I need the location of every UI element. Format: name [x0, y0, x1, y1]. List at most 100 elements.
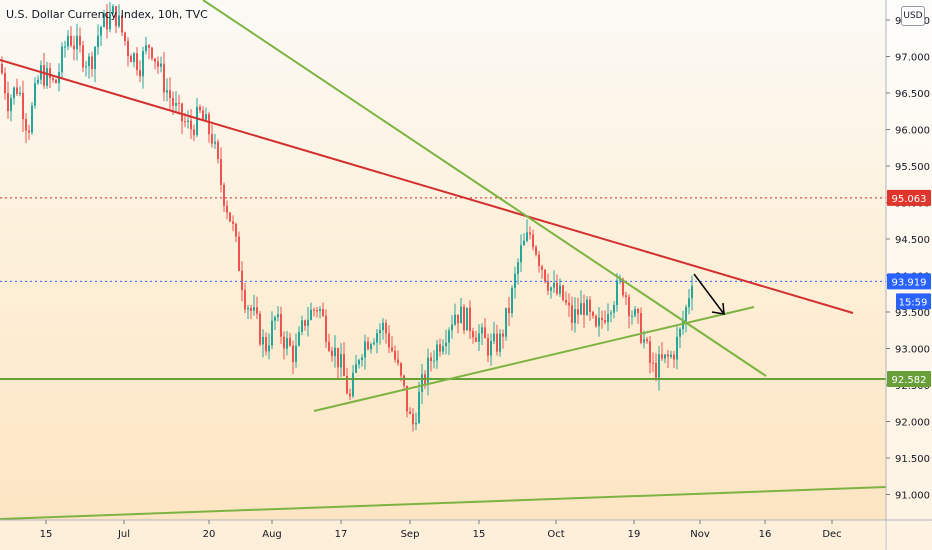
red-resistance-line: [0, 59, 854, 314]
candle-body: [175, 103, 177, 106]
candle-body: [4, 73, 6, 94]
candle-body: [412, 413, 414, 425]
countdown-label: 15:59: [899, 297, 928, 308]
candle-body: [655, 362, 657, 378]
candle-body: [229, 212, 231, 222]
candle-body: [484, 327, 486, 339]
candle-body: [214, 141, 216, 144]
y-tick-label: 96.000: [895, 126, 930, 137]
candle-body: [469, 307, 471, 332]
candle-body: [496, 333, 498, 352]
candle-body: [262, 336, 264, 345]
candle-body: [298, 331, 300, 346]
candle-body: [259, 313, 261, 345]
candle-body: [502, 333, 504, 337]
x-tick-label: 15: [40, 529, 53, 540]
candle-body: [220, 159, 222, 185]
time-axis[interactable]: 15 Jul 20 Aug 17 Sep 15 Oct 19 Nov 16 Dec: [0, 519, 932, 550]
candle-body: [370, 344, 372, 350]
y-tick-label: 92.000: [895, 418, 930, 429]
candle-body: [283, 336, 285, 349]
candle-body: [349, 393, 351, 397]
trend-lines: [0, 0, 887, 520]
candle-body: [271, 320, 273, 346]
candle-body: [151, 47, 153, 59]
candle-body: [34, 83, 36, 106]
candle-body: [241, 270, 243, 291]
candle-body: [595, 315, 597, 327]
candle-body: [577, 309, 579, 315]
candle-body: [277, 314, 279, 318]
candle-body: [199, 106, 201, 111]
candle-body: [517, 262, 519, 274]
candle-body: [421, 374, 423, 392]
candle-body: [565, 300, 567, 303]
candle-body: [388, 333, 390, 348]
candle-body: [406, 385, 408, 412]
candle-body: [208, 114, 210, 135]
price-tag: [887, 189, 931, 206]
candle-body: [13, 87, 15, 99]
candle-body: [334, 347, 336, 357]
candle-body: [256, 307, 258, 314]
candle-body: [31, 105, 33, 133]
candle-body: [247, 307, 249, 310]
x-tick-label: Jul: [117, 529, 130, 540]
candle-body: [562, 285, 564, 301]
y-tick-label: 93.500: [895, 308, 930, 319]
candle-body: [235, 223, 237, 237]
green-long-support-line: [0, 486, 887, 520]
candle-body: [433, 360, 435, 362]
candle-body: [661, 354, 663, 359]
candle-body: [460, 306, 462, 324]
candle-body: [265, 336, 267, 352]
candle-body: [664, 354, 666, 359]
x-tick-label: 20: [203, 529, 216, 540]
candle-body: [52, 78, 54, 80]
candle-body: [205, 114, 207, 120]
green-ascending-line: [313, 306, 755, 412]
time-axis-bg: [0, 520, 886, 550]
candle-body: [139, 70, 141, 77]
candle-body: [307, 319, 309, 326]
candle-body: [289, 337, 291, 346]
candle-body: [418, 391, 420, 423]
candles: [1, 2, 693, 432]
candle-body: [49, 68, 51, 79]
candle-body: [547, 281, 549, 291]
candle-body: [22, 92, 24, 120]
candle-body: [127, 41, 129, 57]
candle-body: [436, 344, 438, 361]
candle-body: [121, 15, 123, 33]
candle-body: [232, 221, 234, 224]
candle-body: [568, 302, 570, 306]
candle-body: [379, 330, 381, 334]
candle-body: [274, 317, 276, 321]
candle-body: [451, 324, 453, 331]
price-tags: 95.063 93.919 92.582 15:59: [887, 189, 931, 388]
candle-body: [472, 331, 474, 338]
candle-body: [130, 56, 132, 63]
candle-body: [391, 347, 393, 351]
candle-body: [448, 330, 450, 343]
candle-body: [169, 90, 171, 98]
x-tick-label: Nov: [690, 529, 710, 540]
candle-body: [505, 307, 507, 337]
candle-body: [328, 341, 330, 351]
candle-body: [457, 314, 459, 324]
candle-body: [148, 45, 150, 48]
candle-body: [415, 422, 417, 425]
candle-body: [325, 315, 327, 342]
candle-body: [82, 45, 84, 68]
candle-body: [286, 337, 288, 349]
candle-body: [481, 327, 483, 334]
candle-body: [193, 129, 195, 136]
candle-body: [70, 35, 72, 46]
candle-body: [676, 336, 678, 360]
currency-button[interactable]: USD: [901, 6, 925, 26]
candle-body: [187, 120, 189, 123]
candle-body: [10, 98, 12, 112]
candle-body: [184, 121, 186, 123]
